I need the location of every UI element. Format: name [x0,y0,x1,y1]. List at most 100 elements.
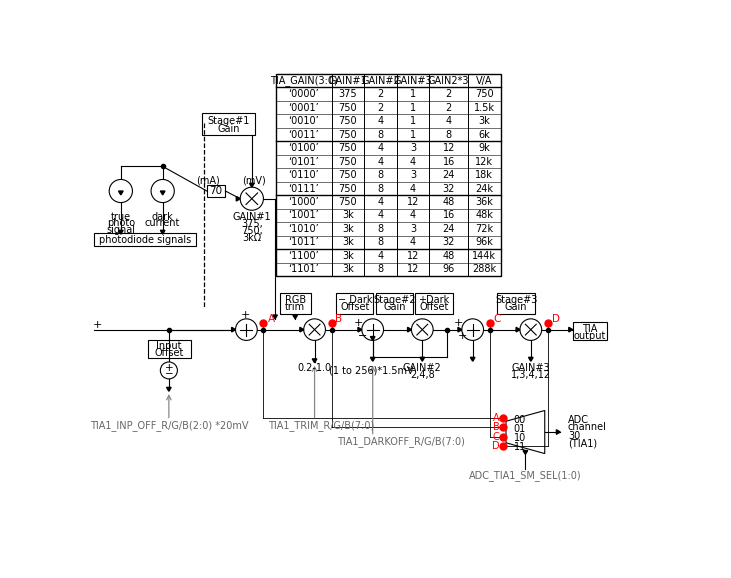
Text: +: + [354,318,363,328]
Polygon shape [529,357,533,361]
Text: Input: Input [156,341,181,351]
Circle shape [240,187,263,210]
Polygon shape [458,327,462,332]
Text: 6k: 6k [478,129,491,140]
Text: 18k: 18k [475,170,493,180]
Text: 4: 4 [377,143,384,153]
Text: ‘1001’: ‘1001’ [288,210,319,220]
Bar [276,74,501,276]
Text: Gain: Gain [383,302,406,312]
Polygon shape [556,429,560,434]
Text: 00: 00 [514,414,526,425]
Text: GAIN2*3: GAIN2*3 [428,76,469,86]
Text: 750: 750 [338,129,357,140]
Polygon shape [470,357,475,361]
Polygon shape [236,197,240,201]
Text: D: D [552,314,560,324]
Text: D: D [492,441,500,451]
Text: 4: 4 [377,116,384,126]
Text: +: + [93,320,102,330]
Text: 2,4,8: 2,4,8 [410,370,435,380]
Text: 3: 3 [410,224,416,234]
Text: trim: trim [285,302,306,312]
Text: 30: 30 [568,431,580,441]
Text: A: A [268,314,275,324]
Bar [202,113,255,135]
Text: 8: 8 [377,238,384,247]
Text: (mA): (mA) [197,175,220,185]
Text: GAIN#1: GAIN#1 [329,76,367,86]
Bar [415,292,452,314]
Polygon shape [167,387,171,391]
Polygon shape [249,183,254,187]
Text: 750: 750 [338,143,357,153]
Circle shape [109,180,132,202]
Text: output: output [574,331,606,341]
Text: 8: 8 [377,170,384,180]
Polygon shape [420,357,425,361]
Text: 2: 2 [445,89,452,99]
Text: A: A [493,413,499,423]
Text: 70: 70 [210,186,223,196]
Text: 72k: 72k [475,224,493,234]
Circle shape [362,319,384,340]
Text: 4: 4 [377,197,384,207]
Text: Gain: Gain [217,124,240,134]
Text: ‘0110’: ‘0110’ [288,170,319,180]
Polygon shape [300,327,303,332]
Text: 1,3,4,12: 1,3,4,12 [511,370,551,380]
Text: 11: 11 [514,442,526,453]
Bar [498,292,534,314]
Text: (TIA1): (TIA1) [568,439,597,449]
Text: 16: 16 [442,157,455,166]
Text: +Dark: +Dark [418,295,450,305]
Text: 750: 750 [338,116,357,126]
Text: Stage#3: Stage#3 [495,295,537,305]
Text: 8: 8 [377,224,384,234]
Text: ‘0010’: ‘0010’ [288,116,319,126]
Text: 36k: 36k [475,197,493,207]
Text: 01: 01 [514,424,526,434]
Polygon shape [160,230,165,234]
Text: +: + [164,363,173,373]
Bar [94,234,196,246]
Text: 4: 4 [410,157,416,166]
Text: current: current [145,218,181,228]
Text: Stage#1: Stage#1 [208,116,250,126]
Circle shape [520,319,542,340]
Text: Gain: Gain [505,302,527,312]
Text: ‘0100’: ‘0100’ [288,143,319,153]
Text: 3k: 3k [342,251,354,261]
Text: signal: signal [106,224,135,235]
Text: 3k: 3k [342,210,354,220]
Text: 1.5k: 1.5k [474,103,495,113]
Text: 3kΩ: 3kΩ [242,233,262,243]
Text: 750: 750 [338,157,357,166]
Bar [376,292,413,314]
Text: 24: 24 [442,170,455,180]
Text: ADC_TIA1_SM_SEL(1:0): ADC_TIA1_SM_SEL(1:0) [469,470,582,480]
Text: 3: 3 [410,170,416,180]
Text: 2: 2 [377,89,384,99]
Text: 9k: 9k [478,143,491,153]
Polygon shape [516,327,520,332]
Text: Offset: Offset [154,348,183,358]
Text: 4: 4 [446,116,452,126]
Polygon shape [118,191,123,195]
Text: TIA1_INP_OFF_R/G/B(2:0) *20mV: TIA1_INP_OFF_R/G/B(2:0) *20mV [90,420,248,431]
Text: 8: 8 [377,184,384,194]
Text: 2: 2 [377,103,384,113]
Text: RGB: RGB [284,295,306,305]
Text: 48: 48 [442,197,455,207]
Text: −: − [358,331,367,341]
Text: Offset: Offset [340,302,370,312]
Text: C: C [493,432,499,442]
Bar [336,292,374,314]
Circle shape [303,319,325,340]
Text: photodiode signals: photodiode signals [99,235,191,245]
Text: 12: 12 [407,264,419,275]
Text: 24: 24 [442,224,455,234]
Circle shape [160,362,178,379]
Text: TIA1_TRIM_R/G/B(7:0): TIA1_TRIM_R/G/B(7:0) [268,420,374,431]
Polygon shape [371,357,375,361]
